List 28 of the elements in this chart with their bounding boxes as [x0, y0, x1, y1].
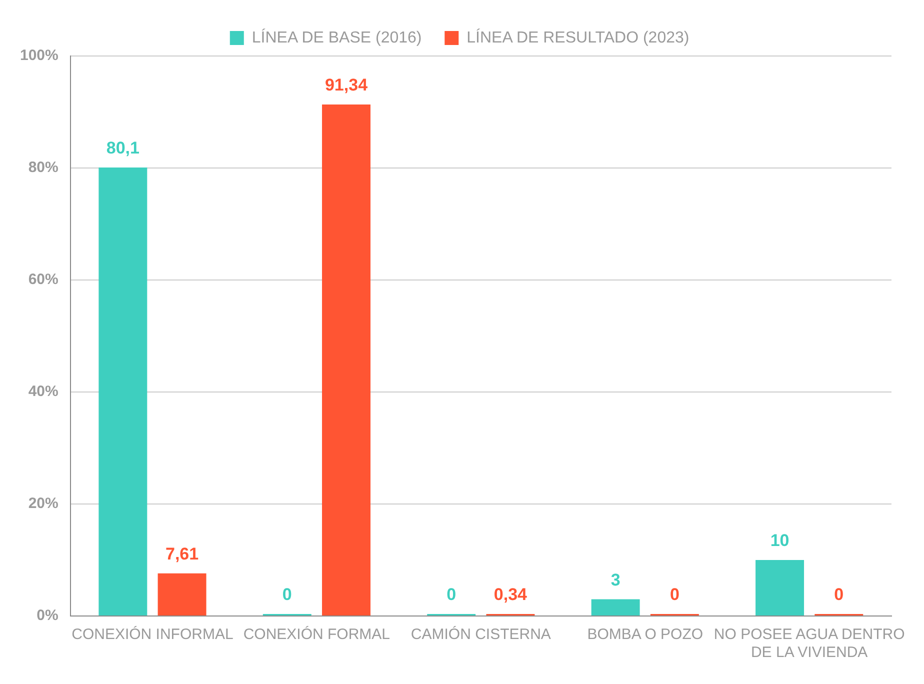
data-label: 0,34 — [494, 585, 528, 604]
data-label: 0 — [670, 585, 680, 604]
x-tick-label: BOMBA O POZO — [587, 626, 704, 644]
x-tick-label: CONEXIÓN FORMAL — [243, 625, 390, 644]
legend-label: LÍNEA DE BASE (2016) — [252, 28, 422, 46]
data-label: 10 — [770, 531, 790, 550]
y-tick-label: 0% — [36, 607, 58, 624]
bar — [98, 167, 148, 616]
x-tick-label: CAMIÓN CISTERNA — [410, 625, 551, 644]
data-label: 3 — [610, 570, 620, 590]
data-label: 80,1 — [106, 138, 140, 158]
data-label: 0 — [446, 585, 456, 604]
x-tick-label: NO POSEE AGUA DENTRO DE LA VIVIENDA — [714, 626, 905, 662]
y-tick-label: 20% — [28, 495, 58, 512]
x-tick-label: CONEXIÓN INFORMAL — [72, 625, 234, 644]
data-label: 0 — [282, 585, 292, 604]
y-tick-label: 80% — [28, 159, 58, 176]
bar — [158, 573, 206, 616]
y-tick-label: 60% — [28, 271, 58, 288]
data-label: 91,34 — [324, 76, 368, 95]
bar — [591, 599, 640, 616]
bar — [756, 560, 804, 616]
data-label: 0 — [834, 585, 844, 604]
legend-label: LÍNEA DE RESULTADO (2023) — [466, 28, 690, 46]
data-label: 7,61 — [165, 544, 199, 564]
bar — [322, 104, 370, 616]
y-tick-label: 100% — [20, 47, 58, 64]
y-tick-label: 40% — [28, 383, 58, 400]
